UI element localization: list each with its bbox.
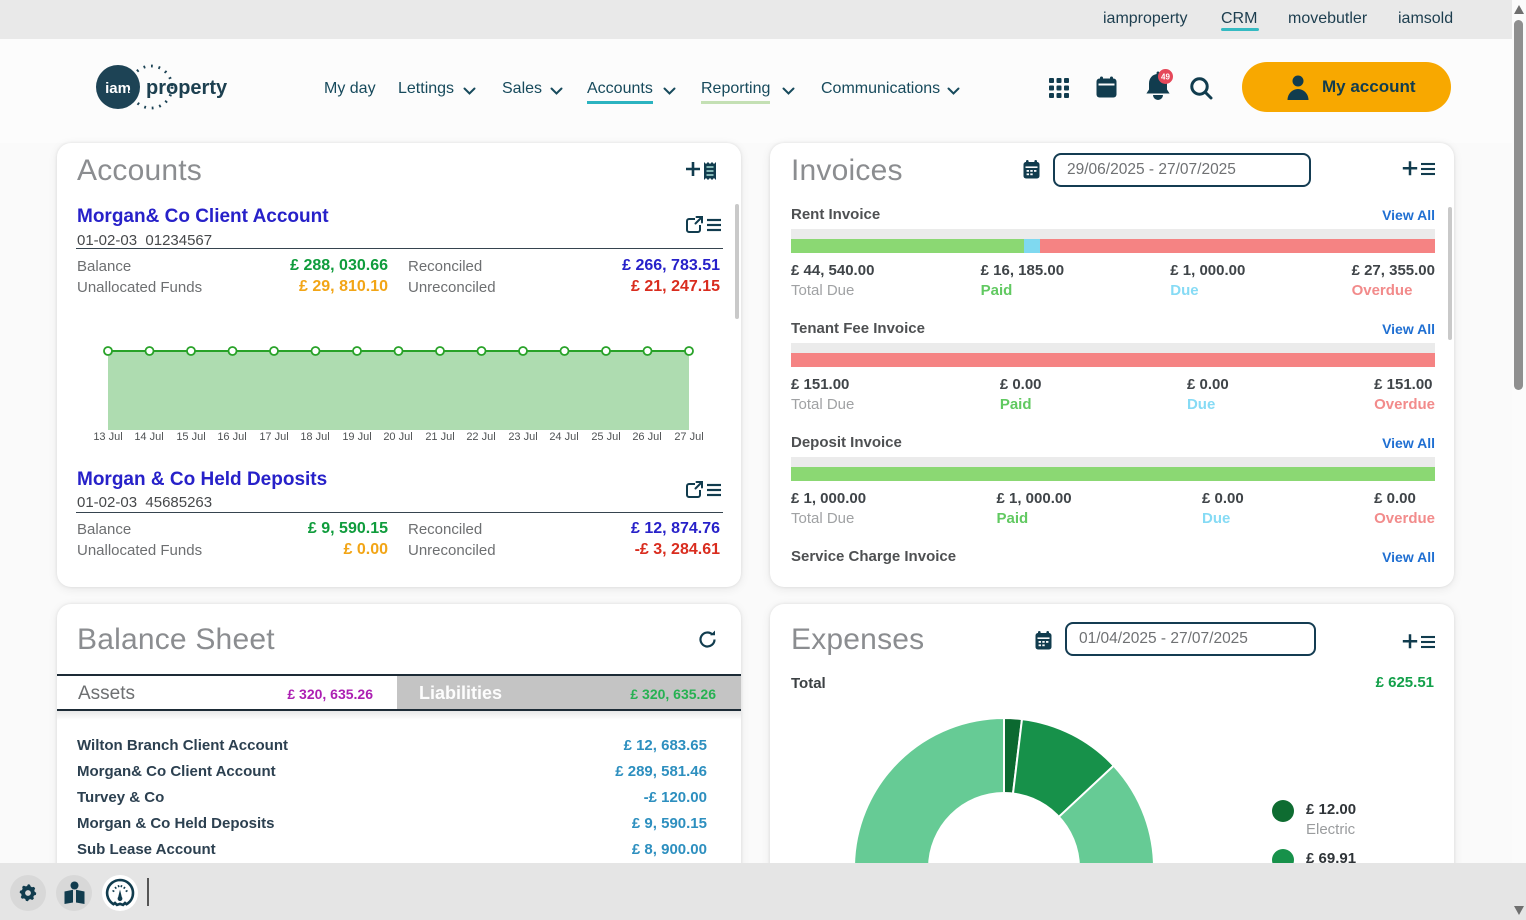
svg-text:iam: iam <box>105 80 131 97</box>
svg-text:49: 49 <box>1161 73 1170 82</box>
svg-text:property: property <box>146 77 228 99</box>
